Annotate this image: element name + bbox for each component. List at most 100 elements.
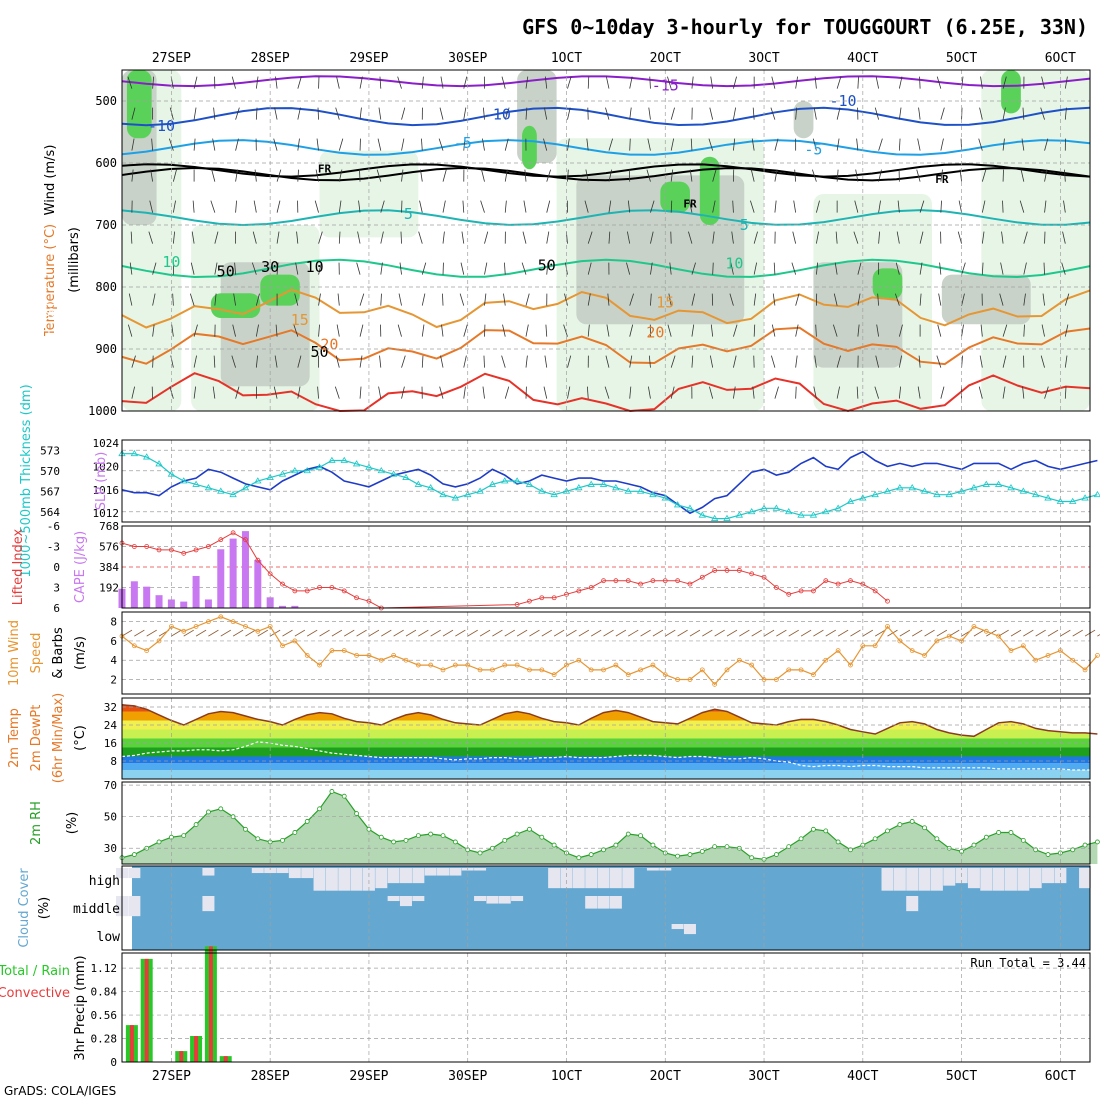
top-day-tick-2: 29SEP: [349, 51, 388, 66]
upper-wind-barb: [999, 293, 1004, 306]
rh2m-point: [687, 852, 693, 857]
upper-wind-barb: [981, 262, 984, 275]
thickness-marker: [686, 504, 694, 511]
upper-wind-barb: [875, 76, 880, 89]
upper-wind-barb: [689, 169, 693, 182]
upper-wind-barb: [898, 138, 901, 151]
cloud-cell-middle: [412, 896, 425, 902]
upper-wind-barb: [874, 386, 880, 399]
upper-wind-barb: [647, 386, 651, 399]
wind-barb: [677, 629, 688, 637]
li-point: [749, 571, 755, 577]
li-point: [243, 537, 248, 543]
upper-wind-barb: [691, 262, 696, 275]
wind-speed-point: [650, 662, 656, 668]
thickness-marker: [538, 487, 546, 494]
thickness-marker: [241, 484, 250, 491]
upper-wind-barb: [919, 231, 924, 244]
rh2m-tick-30: 30: [104, 842, 117, 855]
upper-wind-barb: [273, 138, 278, 151]
rh2m-point: [415, 833, 421, 839]
upper-wind-barb: [214, 262, 218, 275]
cloud-cell-high: [967, 868, 980, 889]
cape-bar: [241, 531, 249, 608]
contour-label-1: -10: [148, 117, 175, 135]
upper-wind-barb: [210, 200, 216, 213]
wind-barb: [726, 629, 738, 637]
upper-wind-barb: [334, 386, 340, 399]
wind-speed-point: [193, 624, 199, 629]
rh2m-point: [428, 831, 434, 837]
upper-wind-barb: [629, 107, 632, 120]
upper-wind-barb: [359, 293, 365, 306]
cape-bar: [279, 605, 287, 608]
upper-wind-barb: [961, 324, 964, 337]
wind-barb: [702, 629, 713, 637]
upper-wind-barb: [297, 169, 299, 182]
wind-speed-point: [415, 662, 421, 668]
wind-barb: [418, 629, 429, 637]
rh2m-point: [798, 836, 804, 842]
upper-wind-barb: [127, 76, 133, 89]
ylabel-precip-total: Total / Rain: [0, 964, 70, 979]
upper-wind-barb: [275, 76, 278, 89]
upper-wind-barb: [193, 386, 197, 399]
cloud-cell-high: [338, 868, 351, 891]
rh2m-point: [638, 833, 643, 839]
upper-wind-barb: [172, 200, 176, 213]
rh2m-point: [625, 831, 631, 837]
upper-wind-barb: [979, 355, 983, 368]
cape-bar: [155, 595, 163, 608]
upper-wind-barb: [148, 231, 154, 244]
wind-speed-point: [613, 662, 619, 668]
upper-wind-barb: [401, 386, 405, 399]
rh2m-point: [193, 822, 199, 827]
wind-speed-point: [440, 667, 446, 673]
precip-conv-bar: [223, 1056, 228, 1062]
wind-barb: [134, 629, 145, 637]
thickness-marker: [254, 477, 262, 484]
rh2m-point: [885, 828, 890, 834]
cape-bar: [229, 538, 237, 608]
ylabel-rh2m-units: (%): [65, 812, 80, 835]
thickness-marker: [180, 477, 188, 484]
upper-wind-barb: [546, 262, 549, 275]
thickness-marker: [291, 466, 299, 474]
rh2m-point: [440, 833, 446, 839]
cape-bar: [130, 581, 138, 608]
upper-wind-barb: [294, 293, 299, 306]
upper-wind-barb: [894, 293, 900, 306]
upper-wind-barb: [936, 76, 942, 89]
upper-wind-barb: [438, 138, 444, 151]
upper-wind-barb: [401, 355, 406, 368]
cloud-cell-high: [474, 868, 487, 871]
thickness-marker: [809, 511, 818, 518]
upper-wind-barb: [939, 262, 942, 275]
wind-barb: [269, 629, 281, 637]
wind-barb: [850, 629, 861, 637]
wind-barb: [257, 629, 269, 637]
wind-barb: [183, 629, 194, 637]
cloud-cell-high: [264, 868, 277, 874]
cloud-cell-high: [362, 868, 375, 891]
upper-wind-barb: [129, 262, 133, 275]
upper-wind-barb: [524, 169, 527, 182]
cloud-cell-high: [548, 868, 561, 889]
run-total-label: Run Total = 3.44: [970, 956, 1086, 970]
upper-wind-barb: [1040, 355, 1045, 368]
wind-tick-8: 8: [110, 616, 117, 629]
upper-wind-barb: [380, 200, 385, 213]
thickness-marker: [859, 494, 867, 501]
cloud-cell-middle: [585, 896, 598, 909]
contour-label-19: 10: [306, 258, 324, 276]
upper-wind-barb: [587, 262, 592, 275]
thickness-marker: [130, 449, 139, 457]
thickness-marker: [1081, 494, 1089, 501]
upper-wind-barb: [421, 76, 424, 89]
upper-wind-barb: [131, 355, 136, 368]
li-point: [638, 581, 643, 587]
upper-wind-barb: [1002, 138, 1005, 151]
upper-wind-barb: [774, 169, 778, 182]
upper-wind-barb: [545, 324, 548, 337]
upper-wind-barb: [359, 386, 362, 399]
